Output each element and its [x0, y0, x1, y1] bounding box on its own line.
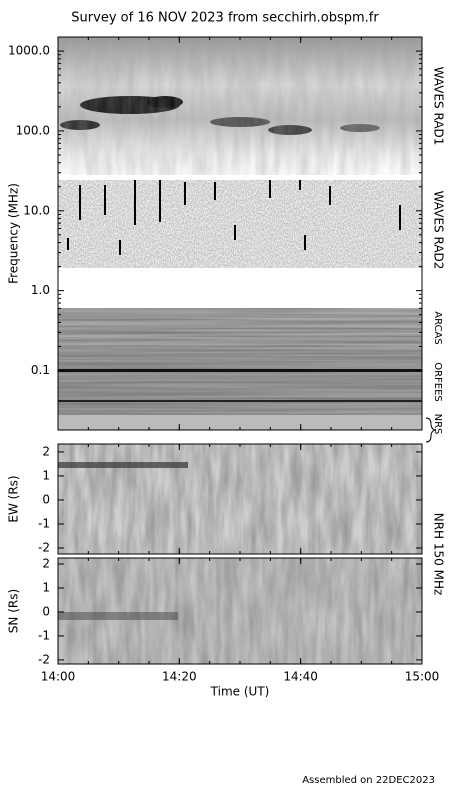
- instrument-label: ARCAS: [432, 311, 443, 344]
- y-tick-label: 0.1: [31, 363, 50, 377]
- x-tick-label: 15:00: [405, 670, 440, 684]
- x-tick-label: 14:20: [162, 670, 197, 684]
- x-tick-label: 14:40: [283, 670, 318, 684]
- x-axis-label: Time (UT): [210, 685, 270, 699]
- chart-title: Survey of 16 NOV 2023 from secchirh.obsp…: [71, 11, 379, 26]
- instrument-label: NRS: [432, 414, 443, 435]
- spectrogram-image: [58, 37, 422, 430]
- y-tick-label: 1: [42, 580, 50, 594]
- y-tick-label: 2: [42, 556, 50, 570]
- y-tick-label: -1: [38, 628, 50, 642]
- y-tick-label: 1: [42, 468, 50, 482]
- y-axis-label: SN (Rs): [7, 589, 21, 633]
- y-tick-label: -2: [38, 652, 50, 666]
- y-tick-label: -1: [38, 516, 50, 530]
- instrument-label: ORFEES: [432, 362, 443, 402]
- y-axis-label: EW (Rs): [7, 475, 21, 522]
- y-tick-label: 0: [42, 492, 50, 506]
- y-tick-label: 2: [42, 444, 50, 458]
- y-tick-label: 100.0: [16, 123, 50, 137]
- y-tick-label: 0: [42, 604, 50, 618]
- y-tick-label: 10.0: [23, 203, 50, 217]
- instrument-label: WAVES RAD1: [432, 67, 446, 146]
- instrument-label: WAVES RAD2: [432, 191, 446, 270]
- y-tick-label: 1000.0: [8, 44, 50, 58]
- footer: Assembled on 22DEC2023: [302, 775, 435, 786]
- right-labels: WAVES RAD1 WAVES RAD2 ARCAS ORFEES NRS N…: [425, 67, 446, 596]
- y-tick-label: -2: [38, 540, 50, 554]
- x-tick-label: 14:00: [41, 670, 76, 684]
- instrument-label: NRH 150 MHz: [432, 513, 446, 596]
- y-tick-label: 1.0: [31, 283, 50, 297]
- y-axis-label: Frequency (MHz): [7, 183, 21, 284]
- nrh-image: [58, 444, 422, 664]
